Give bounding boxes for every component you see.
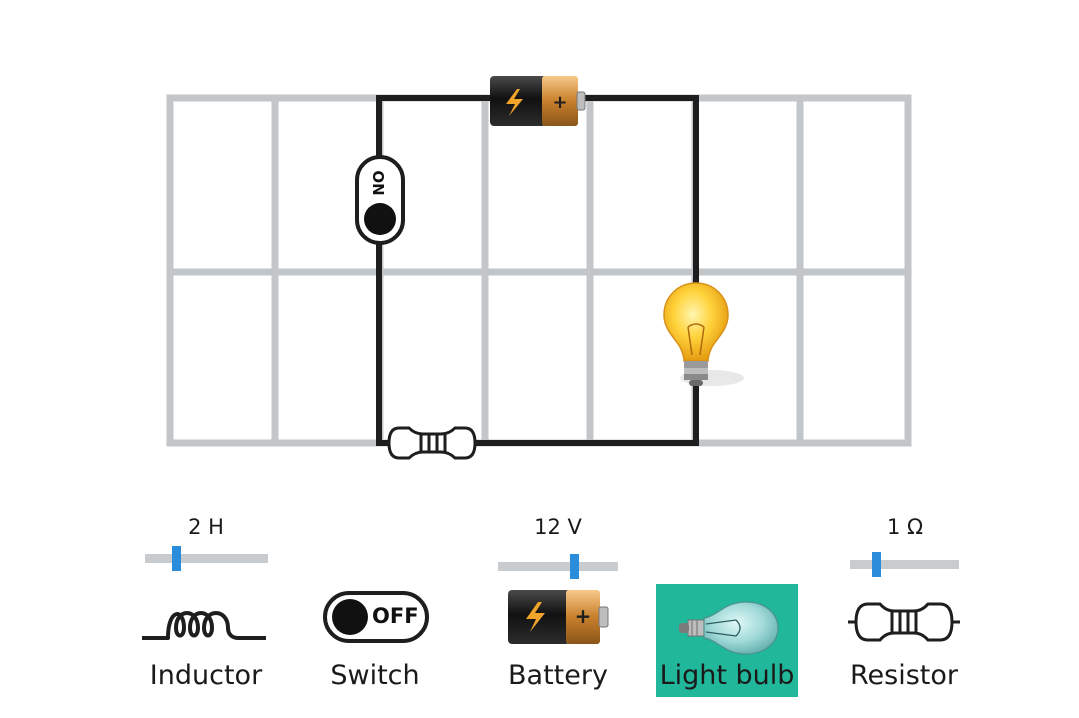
light-bulb-icon (679, 601, 779, 655)
resistor-slider[interactable] (850, 552, 959, 577)
switch-on-text: ON (369, 170, 387, 195)
circuit-switch[interactable]: ON (355, 155, 405, 245)
light-bulb-label: Light bulb (659, 660, 795, 691)
inductor-label: Inductor (149, 660, 263, 691)
switch-knob (364, 203, 396, 235)
svg-text:+: + (575, 604, 592, 628)
battery-label: Battery (508, 660, 608, 691)
battery-icon: + (508, 590, 609, 644)
battery-slider[interactable] (498, 554, 618, 579)
switch-off-icon (323, 591, 429, 643)
lightning-icon (506, 89, 523, 116)
circuit-wires (376, 95, 699, 446)
inductor-slider[interactable] (145, 546, 268, 571)
resistor-label: Resistor (850, 660, 958, 691)
inductor-icon (142, 611, 266, 640)
resistor-icon (848, 602, 960, 642)
circuit-board[interactable]: + ON (0, 0, 1079, 500)
circuit-resistor[interactable] (387, 426, 477, 460)
circuit-light-bulb[interactable] (663, 282, 744, 386)
resistor-slider-thumb[interactable] (872, 552, 881, 577)
inductor-slider-thumb[interactable] (172, 546, 181, 571)
plus-icon: + (552, 92, 567, 113)
switch-off-text: OFF (372, 604, 419, 628)
breadboard-grid (166, 94, 912, 447)
resistor-value: 1 Ω (886, 515, 924, 539)
switch-label: Switch (330, 660, 420, 691)
battery-slider-thumb[interactable] (570, 554, 579, 579)
circuit-battery[interactable]: + (490, 76, 586, 126)
inductor-value: 2 H (188, 515, 224, 539)
battery-value: 12 V (534, 515, 582, 539)
